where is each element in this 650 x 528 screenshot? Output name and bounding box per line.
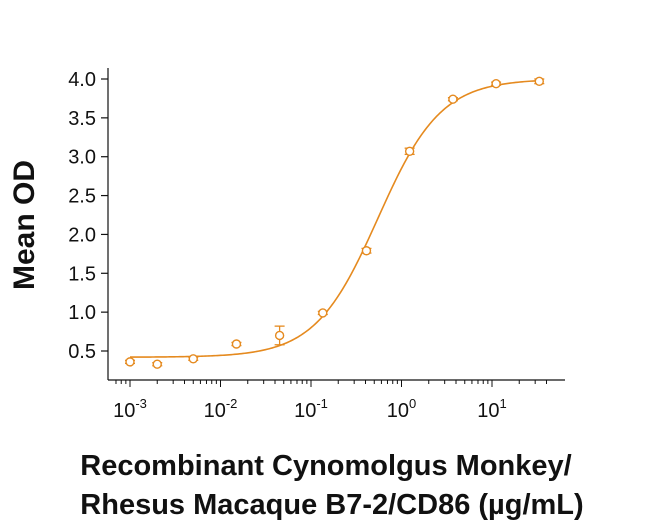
y-axis-label: Mean OD — [8, 160, 41, 290]
x-tick-exponent: 0 — [409, 396, 416, 411]
data-point — [447, 94, 458, 104]
data-point-marker — [125, 357, 135, 367]
data-point-marker — [404, 146, 415, 156]
data-point — [317, 308, 328, 318]
y-tick-label: 3.0 — [68, 147, 96, 169]
fit-curve — [130, 79, 542, 358]
x-tick-label: 10-3 — [113, 396, 147, 422]
x-tick-base: 10 — [204, 400, 226, 422]
data-point-marker — [274, 330, 285, 341]
data-point — [188, 354, 199, 364]
y-tick-label: 1.5 — [68, 263, 96, 285]
x-tick-label: 100 — [387, 396, 416, 422]
y-tick-label: 2.5 — [68, 186, 96, 208]
data-point — [534, 76, 545, 87]
data-points — [125, 76, 545, 369]
x-tick-label: 10-2 — [204, 396, 238, 422]
x-ticks: 10-3 10-2 10-1 100 101 — [113, 380, 547, 422]
y-axis: 0.5 1.0 1.5 2.0 2.5 3.0 3.5 4.0 — [68, 68, 109, 380]
data-point-marker — [231, 339, 242, 349]
x-tick-label: 10-1 — [294, 396, 328, 422]
data-point-marker — [318, 308, 328, 318]
x-tick-exponent: -2 — [226, 396, 238, 411]
x-tick-base: 10 — [477, 400, 499, 422]
data-point-marker — [188, 354, 198, 364]
data-point-marker — [491, 78, 501, 89]
data-point — [125, 357, 135, 367]
data-point-marker — [152, 359, 162, 369]
data-point — [152, 359, 163, 369]
x-tick-label: 101 — [477, 396, 506, 422]
x-axis-label-line-2: Rhesus Macaque B7-2/CD86 (µg/mL) — [80, 489, 583, 521]
data-point-marker — [448, 94, 458, 104]
y-ticks: 0.5 1.0 1.5 2.0 2.5 3.0 3.5 4.0 — [68, 69, 108, 363]
data-point — [361, 246, 372, 256]
x-tick-exponent: -3 — [135, 396, 147, 411]
x-tick-exponent: 1 — [500, 396, 507, 411]
y-tick-label: 0.5 — [68, 341, 96, 363]
data-point — [231, 339, 242, 349]
data-point — [491, 78, 502, 89]
x-axis-label-line-1: Recombinant Cynomolgus Monkey/ — [80, 450, 571, 482]
y-tick-label: 2.0 — [68, 224, 96, 246]
x-tick-base: 10 — [113, 400, 135, 422]
x-axis: 10-3 10-2 10-1 100 101 — [108, 379, 565, 422]
data-point — [274, 325, 285, 346]
y-tick-label: 3.5 — [68, 108, 96, 130]
data-point-marker — [361, 246, 372, 256]
y-tick-label: 4.0 — [68, 69, 96, 91]
data-point-marker — [534, 76, 544, 87]
y-tick-label: 1.0 — [68, 302, 96, 324]
x-tick-exponent: -1 — [316, 396, 328, 411]
x-tick-base: 10 — [387, 400, 409, 422]
x-tick-base: 10 — [294, 400, 316, 422]
data-point — [404, 146, 415, 156]
